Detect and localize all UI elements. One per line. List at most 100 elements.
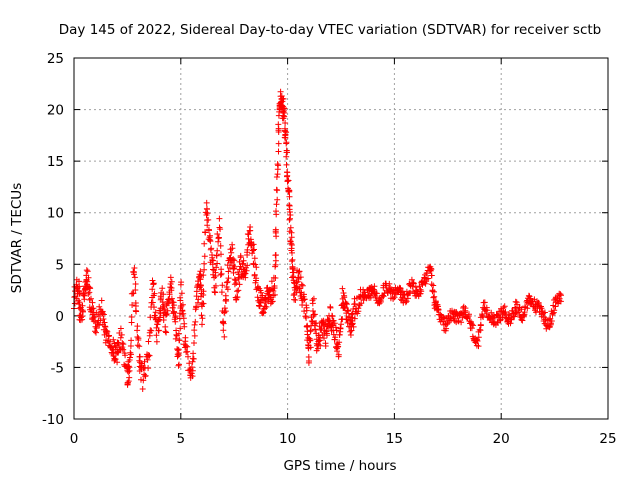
data-point <box>232 277 239 284</box>
data-point <box>524 305 531 312</box>
data-point <box>251 271 258 278</box>
data-point <box>495 313 502 319</box>
data-point <box>157 310 164 317</box>
data-point <box>128 351 134 358</box>
data-point <box>118 331 125 338</box>
data-point <box>134 334 141 340</box>
data-point <box>465 313 472 319</box>
data-point <box>79 313 86 320</box>
data-point <box>80 290 87 297</box>
data-point <box>299 282 306 289</box>
data-point <box>235 287 242 294</box>
data-point <box>260 309 267 316</box>
data-point <box>164 307 171 314</box>
data-point <box>412 284 419 291</box>
data-point <box>322 343 329 349</box>
data-point <box>304 331 311 338</box>
data-point <box>269 298 276 305</box>
data-point <box>290 292 297 299</box>
data-point <box>134 342 141 349</box>
data-point <box>288 258 295 265</box>
data-point <box>214 231 221 237</box>
data-point <box>150 281 157 288</box>
data-point <box>307 344 314 351</box>
data-point <box>272 226 279 233</box>
data-point <box>207 246 214 253</box>
data-point <box>71 300 78 307</box>
data-point <box>550 309 557 316</box>
data-point <box>168 278 175 285</box>
data-point <box>282 128 289 135</box>
data-point <box>283 139 290 146</box>
data-point <box>128 314 135 320</box>
data-point <box>535 300 542 306</box>
data-point <box>289 256 296 263</box>
data-point <box>220 327 227 334</box>
data-point <box>358 300 365 307</box>
data-point <box>161 306 168 313</box>
data-point <box>311 311 318 318</box>
data-point <box>122 352 129 359</box>
data-point <box>306 358 312 364</box>
data-point <box>132 287 139 293</box>
data-point <box>247 227 254 234</box>
data-point <box>252 261 259 268</box>
data-point <box>218 251 224 258</box>
y-tick-label: -10 <box>42 412 64 428</box>
data-point <box>479 312 486 319</box>
data-point <box>120 346 127 353</box>
data-point <box>333 327 340 334</box>
data-point <box>284 149 290 156</box>
data-point <box>350 323 357 330</box>
data-point <box>481 299 488 306</box>
data-point <box>87 285 94 292</box>
data-point <box>435 306 442 313</box>
data-point <box>273 201 280 208</box>
data-point <box>172 318 179 325</box>
data-point <box>191 321 198 328</box>
data-point <box>233 280 240 286</box>
data-point <box>558 292 564 299</box>
data-point <box>283 161 290 168</box>
data-point <box>309 300 316 307</box>
data-point <box>525 292 532 299</box>
data-point <box>273 211 280 218</box>
data-point <box>234 294 241 301</box>
data-point <box>172 335 179 342</box>
data-point <box>444 321 451 328</box>
data-point <box>280 95 287 102</box>
data-point <box>430 282 437 289</box>
data-point <box>281 113 288 120</box>
data-point <box>85 274 92 281</box>
data-point <box>501 310 508 317</box>
data-point <box>190 355 197 362</box>
data-point <box>200 272 207 279</box>
data-point <box>159 299 166 305</box>
data-point <box>224 286 231 293</box>
data-point <box>296 268 303 275</box>
data-point <box>178 290 185 297</box>
data-point <box>297 274 304 281</box>
data-point <box>205 216 212 223</box>
data-point <box>277 88 284 95</box>
data-point <box>229 245 236 252</box>
data-point <box>97 317 104 324</box>
data-point <box>163 329 170 336</box>
data-point <box>170 299 177 306</box>
data-point <box>475 343 482 350</box>
data-point <box>430 294 437 301</box>
data-point <box>117 334 124 341</box>
data-point <box>286 216 293 223</box>
data-point <box>228 249 235 256</box>
data-point <box>303 307 310 314</box>
data-point <box>145 338 152 345</box>
data-point <box>223 298 230 304</box>
data-point <box>428 281 435 288</box>
data-point <box>127 343 134 349</box>
data-point <box>200 288 207 295</box>
data-point <box>429 288 436 295</box>
x-tick-label: 20 <box>493 431 510 447</box>
data-point <box>519 317 526 324</box>
data-point <box>289 265 296 272</box>
data-point <box>284 178 291 185</box>
